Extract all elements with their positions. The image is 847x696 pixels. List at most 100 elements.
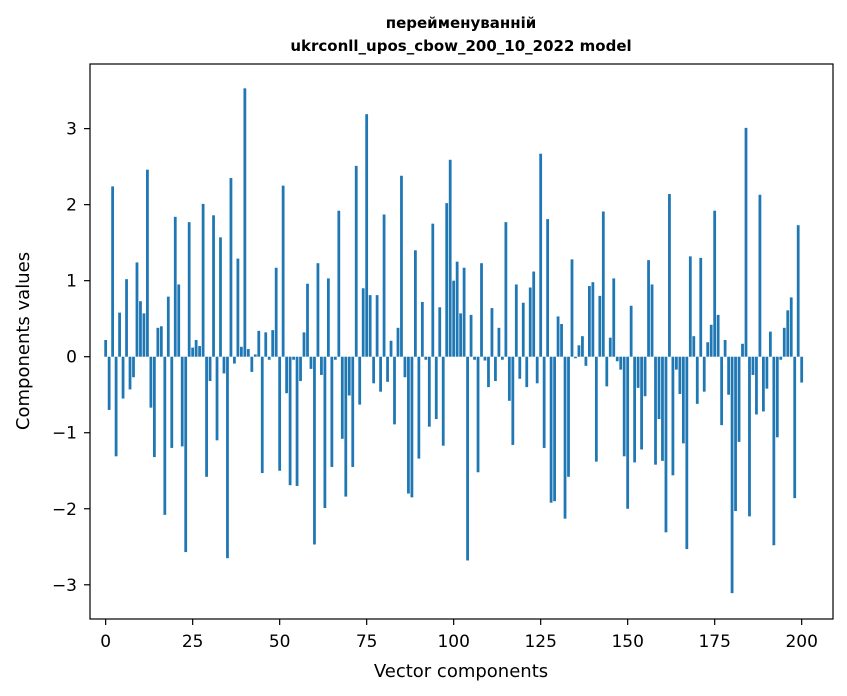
bar-94	[431, 223, 435, 357]
bar-106	[473, 356, 476, 360]
bar-12	[146, 169, 149, 357]
bar-124	[535, 356, 539, 384]
bar-197	[789, 297, 793, 357]
bar-177	[720, 356, 724, 426]
bar-28	[201, 203, 205, 357]
bar-14	[152, 356, 156, 458]
bar-51	[281, 185, 285, 357]
bar-98	[445, 203, 449, 357]
bar-196	[786, 310, 790, 357]
bar-165	[678, 356, 682, 394]
bar-169	[692, 336, 696, 357]
bar-96	[438, 307, 442, 357]
bar-34	[222, 356, 226, 374]
bar-108	[480, 263, 483, 357]
bar-103	[462, 267, 466, 357]
bar-75	[365, 114, 369, 357]
bar-164	[675, 356, 678, 370]
bar-16	[159, 326, 163, 357]
bar-100	[452, 280, 456, 357]
bar-65	[330, 356, 334, 467]
bar-41	[246, 349, 250, 357]
bar-116	[507, 356, 511, 401]
bar-9	[135, 262, 139, 357]
bar-174	[709, 324, 713, 357]
bar-125	[539, 153, 543, 357]
y-tick-label: −3	[52, 576, 77, 596]
bar-145	[608, 337, 612, 357]
bar-136	[577, 345, 581, 357]
bar-120	[521, 302, 525, 357]
bar-130	[556, 316, 560, 357]
bar-79	[379, 356, 382, 392]
bar-170	[695, 356, 699, 404]
x-tick-label: 75	[356, 632, 378, 652]
bar-83	[393, 356, 396, 425]
bar-45	[260, 356, 264, 474]
y-ticks-group: −3 −2 −1 0 1 2 3	[52, 120, 90, 596]
bar-142	[598, 295, 602, 357]
x-ticks-group: 0 25 50 75 100 125 150 175 200	[100, 619, 818, 652]
y-axis-label: Components values	[13, 252, 34, 430]
bar-144	[605, 356, 609, 387]
bar-56	[299, 356, 302, 382]
bar-151	[629, 305, 633, 357]
bar-102	[459, 313, 463, 357]
bar-38	[236, 258, 240, 357]
plot-frame	[89, 63, 834, 620]
bar-85	[400, 175, 403, 357]
bar-48	[271, 330, 275, 357]
bars-group	[104, 88, 804, 594]
bar-186	[751, 356, 755, 375]
bar-160	[661, 356, 664, 461]
bar-159	[657, 356, 661, 420]
bar-147	[615, 356, 619, 362]
bar-97	[441, 356, 445, 446]
bar-185	[748, 356, 751, 517]
bar-43	[253, 354, 257, 357]
bar-72	[354, 165, 358, 357]
bar-137	[581, 336, 584, 357]
bar-91	[420, 301, 424, 357]
chart-title-line1: перейменуванній	[386, 14, 537, 32]
bar-172	[702, 356, 706, 392]
bar-44	[257, 330, 261, 357]
bar-68	[340, 356, 344, 439]
bar-57	[302, 332, 306, 357]
bar-33	[219, 237, 222, 357]
x-tick-label: 125	[524, 632, 556, 652]
bar-114	[501, 356, 504, 360]
bar-63	[323, 356, 327, 508]
bar-36	[229, 178, 233, 357]
bar-95	[434, 356, 438, 420]
bar-74	[361, 288, 365, 357]
bar-140	[591, 282, 595, 357]
bar-173	[706, 342, 710, 357]
bar-112	[494, 356, 497, 382]
bar-133	[567, 356, 570, 477]
bar-31	[212, 215, 215, 357]
bar-150	[626, 356, 630, 509]
bar-46	[264, 332, 268, 357]
bar-1	[107, 356, 111, 410]
bar-52	[285, 356, 289, 394]
bar-93	[427, 356, 431, 427]
bar-42	[250, 356, 254, 372]
bar-195	[782, 327, 786, 357]
bar-64	[326, 278, 330, 357]
bar-143	[601, 211, 605, 357]
bar-126	[542, 356, 546, 448]
y-tick-label: 1	[66, 272, 77, 292]
bar-80	[382, 214, 386, 357]
bar-119	[518, 356, 522, 379]
bar-168	[688, 256, 692, 357]
bar-10	[139, 301, 142, 357]
bar-192	[772, 356, 776, 546]
bar-84	[396, 327, 400, 357]
bar-166	[681, 356, 685, 444]
bar-24	[187, 222, 191, 357]
bar-32	[215, 356, 219, 441]
x-tick-label: 0	[100, 632, 111, 652]
bar-153	[636, 356, 640, 388]
bar-129	[553, 356, 556, 502]
